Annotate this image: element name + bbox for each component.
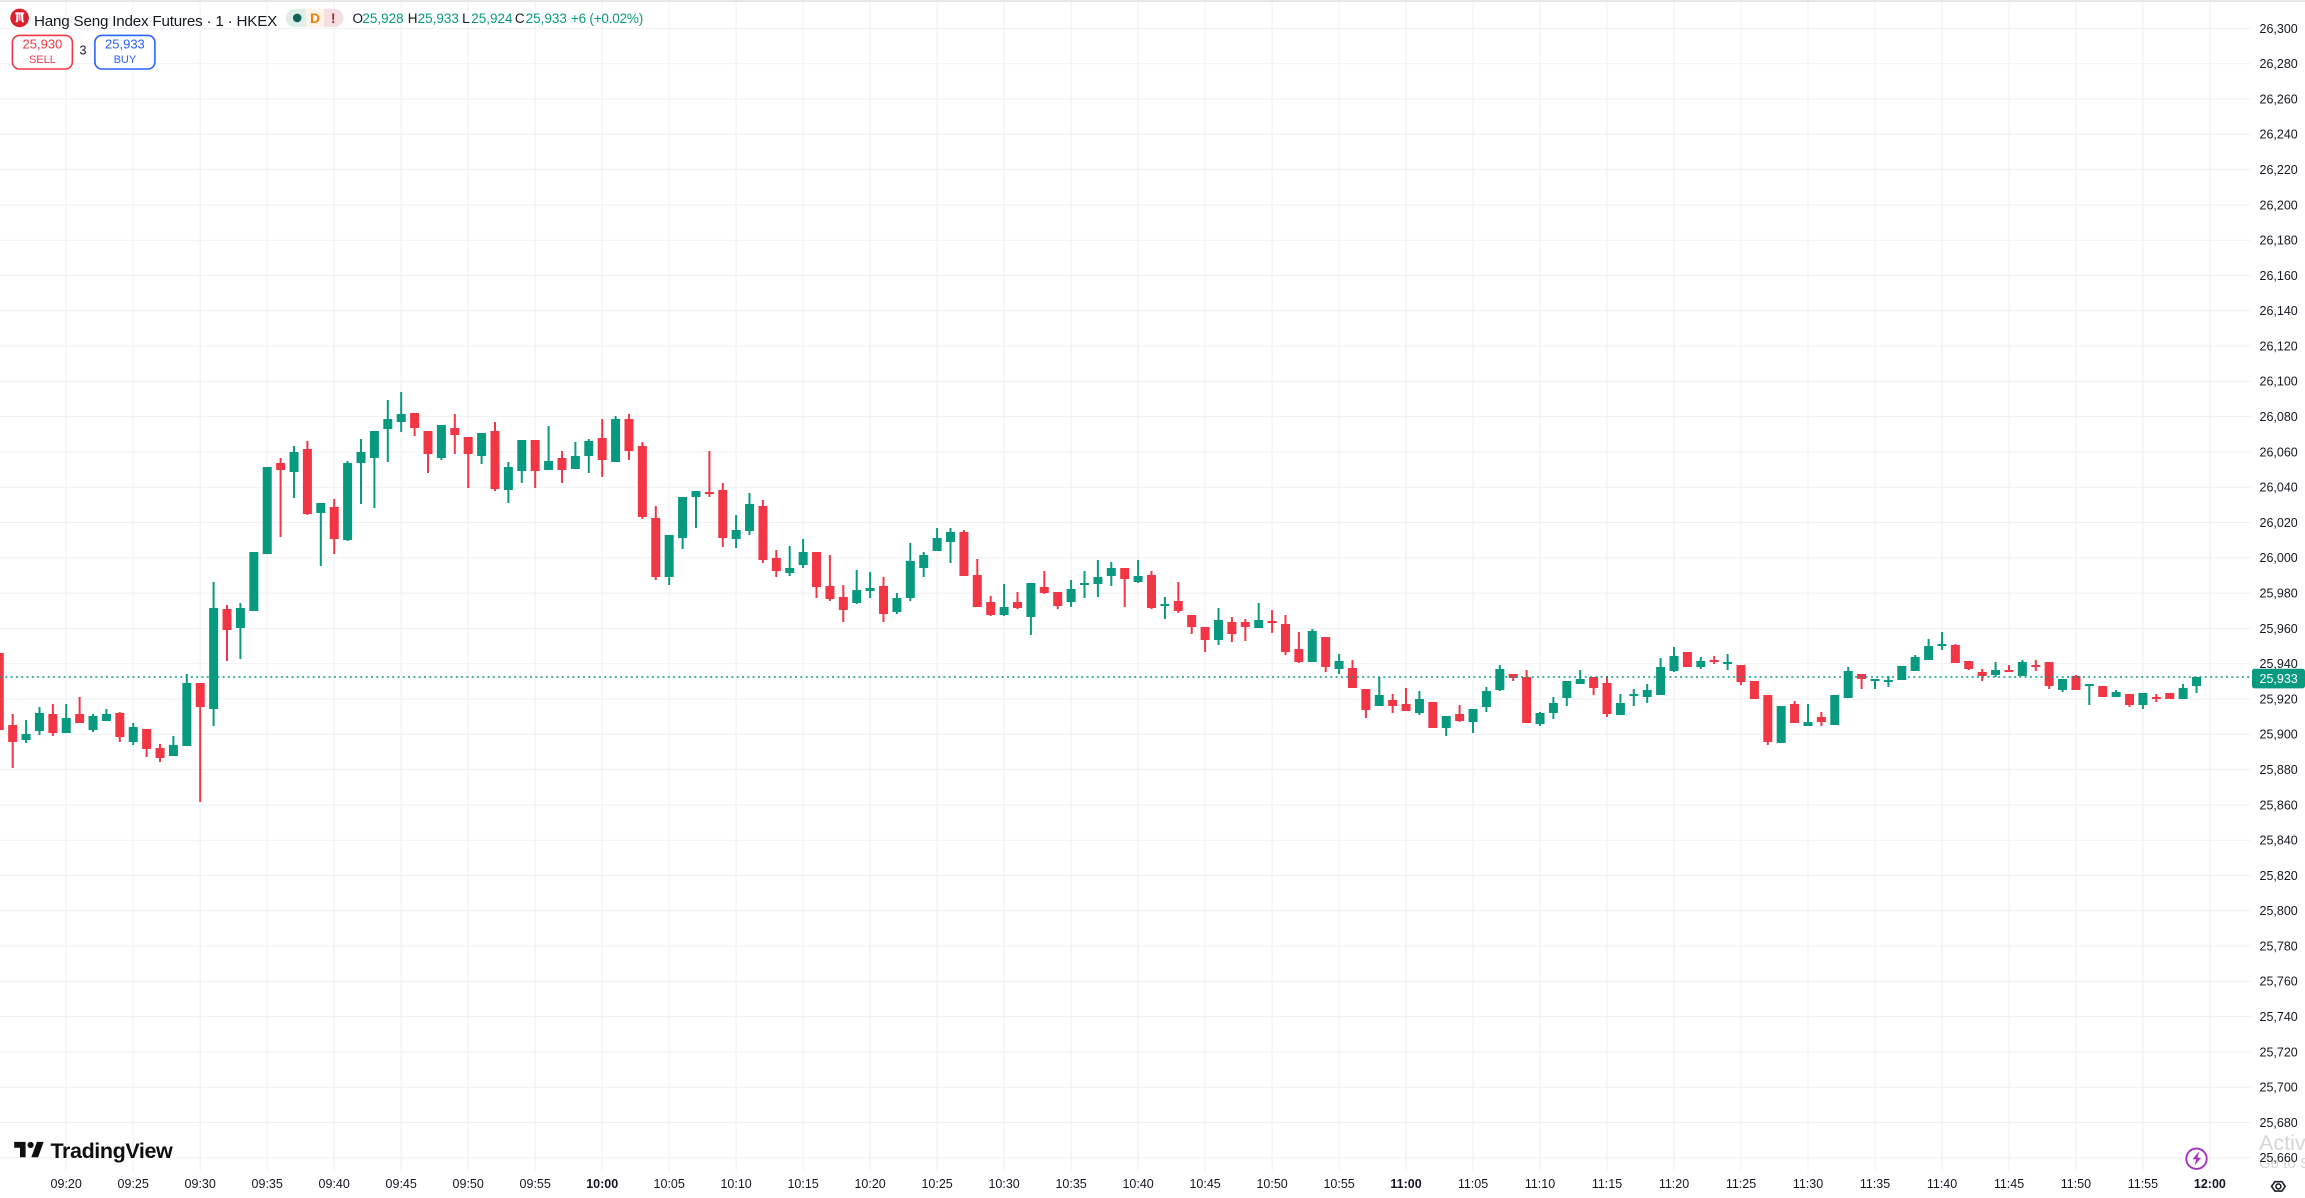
svg-text:Go to Se: Go to Se (2259, 1155, 2305, 1172)
svg-text:25,928: 25,928 (362, 11, 403, 26)
svg-text:25,933: 25,933 (2260, 672, 2298, 686)
svg-text:C: C (515, 11, 525, 26)
svg-text:26,260: 26,260 (2260, 92, 2298, 106)
svg-text:25,980: 25,980 (2260, 587, 2298, 601)
svg-text:12:00: 12:00 (2194, 1177, 2226, 1191)
svg-text:25,924: 25,924 (471, 11, 513, 26)
svg-text:10:25: 10:25 (921, 1177, 952, 1191)
svg-text:25,860: 25,860 (2260, 798, 2298, 812)
svg-text:26,300: 26,300 (2260, 22, 2298, 36)
svg-text:H: H (408, 11, 418, 26)
svg-text:09:20: 09:20 (51, 1177, 82, 1191)
svg-text:!: ! (331, 11, 336, 26)
svg-text:26,160: 26,160 (2260, 269, 2298, 283)
svg-text:25,933: 25,933 (105, 36, 145, 51)
svg-text:25,820: 25,820 (2260, 869, 2298, 883)
svg-text:10:30: 10:30 (988, 1177, 1019, 1191)
svg-text:25,933: 25,933 (526, 11, 567, 26)
svg-text:11:40: 11:40 (1927, 1177, 1957, 1191)
svg-text:25,900: 25,900 (2260, 728, 2298, 742)
svg-text:09:50: 09:50 (453, 1177, 484, 1191)
svg-text:BUY: BUY (114, 54, 137, 66)
svg-text:25,720: 25,720 (2260, 1045, 2298, 1059)
svg-text:25,740: 25,740 (2260, 1010, 2298, 1024)
svg-text:25,660: 25,660 (2260, 1151, 2298, 1165)
svg-text:26,040: 26,040 (2260, 481, 2298, 495)
svg-text:09:55: 09:55 (520, 1177, 551, 1191)
svg-text:26,280: 26,280 (2260, 57, 2298, 71)
svg-text:10:50: 10:50 (1256, 1177, 1287, 1191)
svg-text:10:05: 10:05 (654, 1177, 685, 1191)
svg-text:Hang Seng Index Futures · 1 ·: Hang Seng Index Futures · 1 · HKEX (34, 13, 277, 30)
svg-text:25,840: 25,840 (2260, 834, 2298, 848)
svg-text:25,933: 25,933 (418, 11, 459, 26)
svg-text:11:35: 11:35 (1860, 1177, 1890, 1191)
svg-text:10:55: 10:55 (1323, 1177, 1354, 1191)
svg-text:10:00: 10:00 (586, 1177, 618, 1191)
svg-text:TradingView: TradingView (51, 1139, 174, 1163)
svg-text:25,700: 25,700 (2260, 1081, 2298, 1095)
svg-text:10:10: 10:10 (720, 1177, 751, 1191)
svg-text:O: O (353, 11, 364, 26)
svg-text:26,060: 26,060 (2260, 445, 2298, 459)
svg-text:25,780: 25,780 (2260, 939, 2298, 953)
svg-text:10:20: 10:20 (854, 1177, 885, 1191)
svg-text:09:40: 09:40 (319, 1177, 350, 1191)
svg-text:25,920: 25,920 (2260, 692, 2298, 706)
svg-text:26,020: 26,020 (2260, 516, 2298, 530)
svg-text:Activa: Activa (2259, 1131, 2305, 1155)
svg-text:11:50: 11:50 (2061, 1177, 2091, 1191)
svg-text:25,960: 25,960 (2260, 622, 2298, 636)
svg-text:25,680: 25,680 (2260, 1116, 2298, 1130)
svg-text:SELL: SELL (29, 54, 56, 66)
svg-text:26,120: 26,120 (2260, 339, 2298, 353)
svg-text:26,180: 26,180 (2260, 234, 2298, 248)
svg-text:25,940: 25,940 (2260, 657, 2298, 671)
svg-text:26,000: 26,000 (2260, 551, 2298, 565)
svg-text:11:45: 11:45 (1994, 1177, 2024, 1191)
svg-text:09:25: 09:25 (118, 1177, 149, 1191)
svg-text:25,760: 25,760 (2260, 975, 2298, 989)
svg-text:25,800: 25,800 (2260, 904, 2298, 918)
svg-text:10:35: 10:35 (1055, 1177, 1086, 1191)
svg-text:11:20: 11:20 (1659, 1177, 1689, 1191)
svg-text:D: D (310, 11, 320, 26)
svg-text:11:05: 11:05 (1458, 1177, 1488, 1191)
svg-text:25,930: 25,930 (23, 36, 63, 51)
svg-text:L: L (462, 11, 470, 26)
svg-text:26,080: 26,080 (2260, 410, 2298, 424)
svg-text:11:30: 11:30 (1793, 1177, 1823, 1191)
svg-text:11:10: 11:10 (1525, 1177, 1555, 1191)
svg-text:25,880: 25,880 (2260, 763, 2298, 777)
svg-text:26,200: 26,200 (2260, 198, 2298, 212)
svg-text:26,100: 26,100 (2260, 375, 2298, 389)
svg-text:09:30: 09:30 (185, 1177, 216, 1191)
svg-text:11:15: 11:15 (1592, 1177, 1622, 1191)
svg-text:10:40: 10:40 (1122, 1177, 1153, 1191)
svg-text:+6 (+0.02%): +6 (+0.02%) (571, 11, 643, 26)
svg-text:11:00: 11:00 (1390, 1177, 1421, 1191)
svg-text:11:25: 11:25 (1726, 1177, 1756, 1191)
svg-text:10:15: 10:15 (787, 1177, 818, 1191)
svg-text:26,140: 26,140 (2260, 304, 2298, 318)
svg-text:11:55: 11:55 (2128, 1177, 2158, 1191)
svg-text:09:45: 09:45 (386, 1177, 417, 1191)
svg-text:09:35: 09:35 (252, 1177, 283, 1191)
svg-text:26,240: 26,240 (2260, 128, 2298, 142)
svg-text:3: 3 (80, 43, 87, 57)
svg-text:26,220: 26,220 (2260, 163, 2298, 177)
svg-text:10:45: 10:45 (1189, 1177, 1220, 1191)
